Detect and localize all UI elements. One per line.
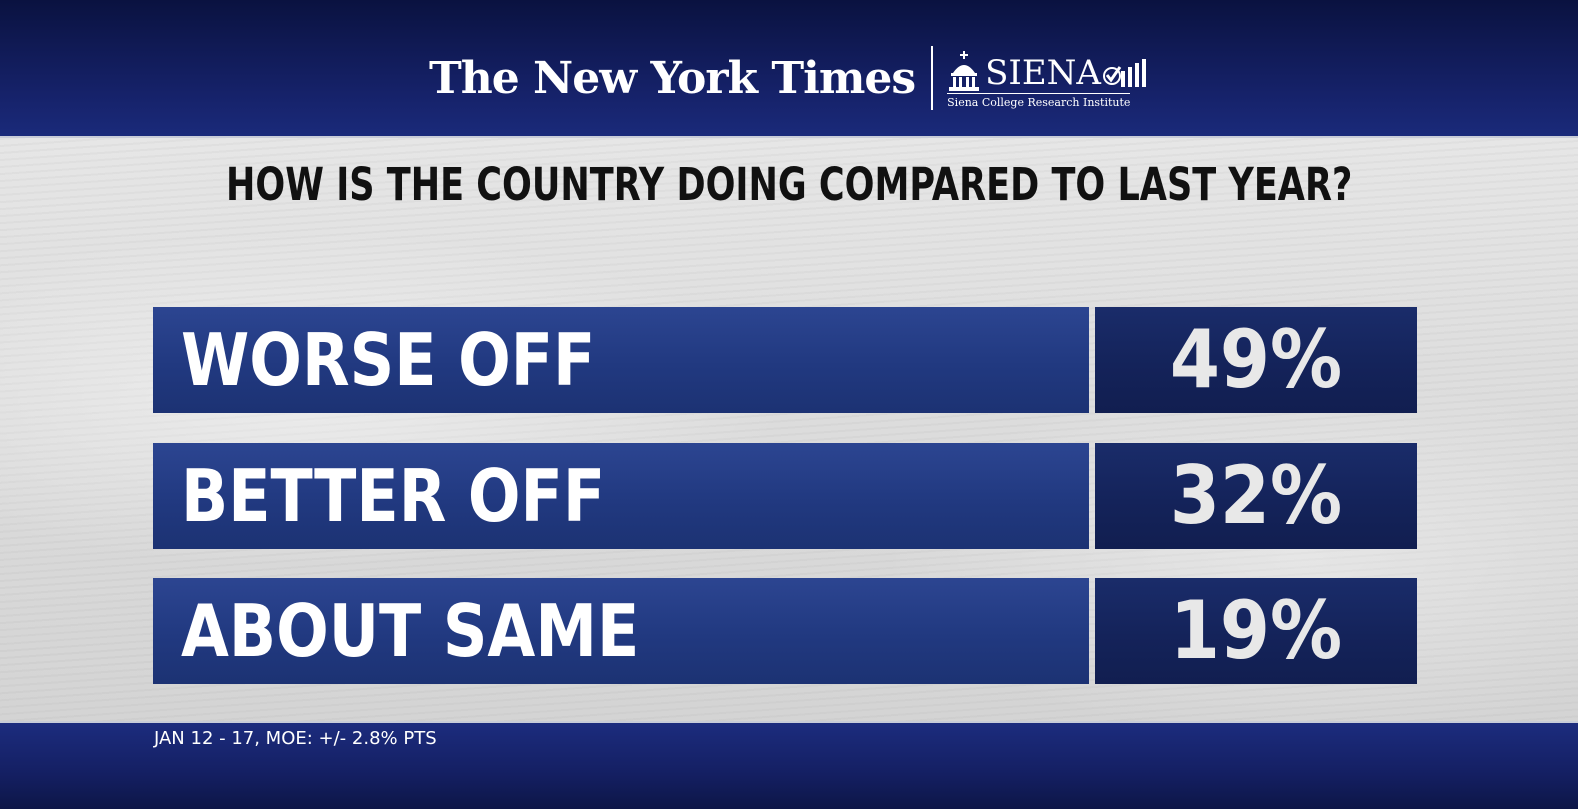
result-label: BETTER OFF — [181, 454, 606, 538]
brand-lockup: The New York Times SIENA — [0, 40, 1578, 116]
result-value: 49% — [1169, 313, 1343, 406]
siena-logo-row: SIENA — [947, 47, 1149, 91]
result-row-value-box: 19% — [1095, 578, 1417, 684]
result-value: 32% — [1169, 449, 1343, 542]
result-row-value-box: 49% — [1095, 307, 1417, 413]
header-bar — [0, 0, 1578, 136]
result-row-label-box: WORSE OFF — [153, 307, 1089, 413]
result-label: ABOUT SAME — [181, 589, 640, 673]
result-row-value-box: 32% — [1095, 443, 1417, 549]
chart-title: HOW IS THE COUNTRY DOING COMPARED TO LAS… — [226, 158, 1353, 211]
footer-bar — [0, 723, 1578, 809]
dome-icon — [949, 51, 980, 91]
survey-dates-moe: JAN 12 - 17, MOE: +/- 2.8% PTS — [154, 728, 437, 749]
result-value: 19% — [1169, 584, 1343, 677]
result-label: WORSE OFF — [181, 318, 596, 402]
result-row-label-box: ABOUT SAME — [153, 578, 1089, 684]
bar-chart-check-icon — [1103, 59, 1146, 87]
nyt-logo: The New York Times — [428, 52, 916, 104]
result-row-label-box: BETTER OFF — [153, 443, 1089, 549]
siena-wordmark: SIENA — [985, 53, 1101, 93]
siena-tagline: Siena College Research Institute — [947, 93, 1131, 109]
brand-divider — [931, 46, 934, 110]
siena-logo: SIENA Siena College Research Institute — [947, 47, 1149, 109]
